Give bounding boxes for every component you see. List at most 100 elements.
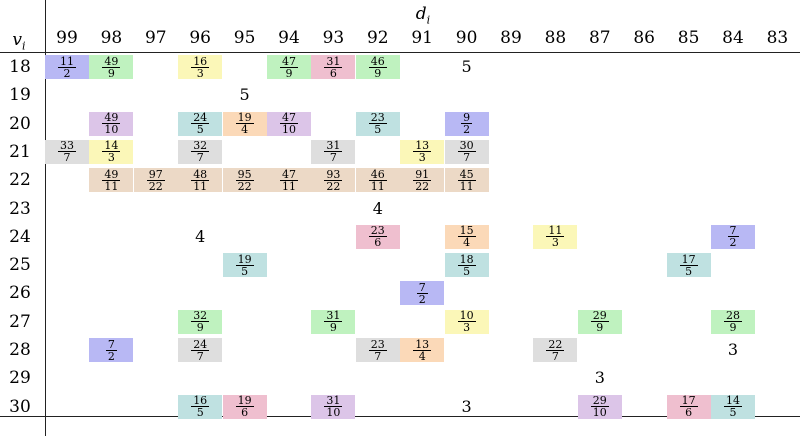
fraction-cell: 47 11 bbox=[267, 168, 311, 193]
fraction-cell: 32 7 bbox=[178, 139, 223, 164]
numerator: 49 bbox=[102, 54, 121, 68]
fraction: 31 7 bbox=[324, 140, 343, 163]
denominator: 10 bbox=[592, 406, 607, 420]
fraction-cell: 47 9 bbox=[267, 55, 311, 79]
numerator: 19 bbox=[235, 394, 254, 408]
value-text: 3 bbox=[594, 368, 605, 388]
denominator: 9 bbox=[285, 66, 293, 80]
numerator: 29 bbox=[590, 394, 609, 408]
numerator: 29 bbox=[590, 309, 609, 323]
denominator: 11 bbox=[104, 179, 119, 193]
column-header: 88 bbox=[544, 28, 567, 48]
fraction: 14 5 bbox=[724, 395, 742, 418]
fraction: 11 3 bbox=[546, 224, 565, 250]
fraction: 29 10 bbox=[590, 394, 609, 420]
fraction: 97 22 bbox=[146, 169, 165, 192]
numerator: 23 bbox=[368, 337, 387, 351]
row-label: 19 bbox=[9, 85, 31, 106]
fraction-cell: 11 2 bbox=[45, 55, 89, 79]
fraction-cell: 18 5 bbox=[444, 253, 489, 278]
fraction-cell: 19 5 bbox=[222, 253, 267, 278]
numerator: 7 bbox=[416, 280, 428, 294]
numerator: 10 bbox=[457, 309, 476, 323]
column-axis-label: di bbox=[415, 4, 431, 27]
fraction-cell: 14 3 bbox=[89, 139, 134, 165]
fraction: 22 7 bbox=[546, 339, 565, 362]
denominator: 2 bbox=[463, 123, 471, 137]
fraction: 30 7 bbox=[457, 140, 476, 163]
denominator: 6 bbox=[685, 406, 693, 420]
row-label: 24 bbox=[9, 226, 31, 247]
row-label: 30 bbox=[9, 396, 31, 417]
denominator: 5 bbox=[729, 406, 737, 420]
denominator: 7 bbox=[63, 151, 71, 165]
column-header: 91 bbox=[411, 28, 433, 48]
denominator: 22 bbox=[415, 179, 430, 193]
vertical-rule bbox=[45, 0, 46, 436]
fraction-cell: 95 22 bbox=[222, 168, 267, 193]
numerator: 9 bbox=[461, 111, 473, 125]
fraction: 24 7 bbox=[191, 339, 210, 362]
numerator: 33 bbox=[58, 139, 76, 153]
value-cell: 4 bbox=[356, 197, 400, 221]
value-cell: 3 bbox=[578, 366, 622, 390]
fraction-cell: 13 4 bbox=[400, 338, 445, 362]
numerator: 32 bbox=[191, 309, 210, 323]
fraction: 33 7 bbox=[58, 140, 76, 163]
denominator: 5 bbox=[241, 264, 249, 278]
fraction-cell: 17 6 bbox=[666, 394, 711, 420]
fraction-cell: 13 3 bbox=[400, 139, 445, 164]
numerator: 31 bbox=[324, 394, 343, 408]
denominator: 3 bbox=[107, 151, 115, 165]
fraction: 95 22 bbox=[235, 169, 254, 192]
numerator: 31 bbox=[324, 309, 343, 323]
denominator: 2 bbox=[729, 236, 737, 250]
numerator: 32 bbox=[191, 139, 210, 153]
denominator: 10 bbox=[326, 406, 341, 420]
fraction: 47 10 bbox=[280, 112, 298, 135]
column-header: 92 bbox=[366, 28, 389, 48]
numerator: 15 bbox=[457, 224, 476, 238]
denominator: 9 bbox=[329, 321, 337, 335]
fraction: 17 6 bbox=[679, 395, 698, 420]
fraction: 49 11 bbox=[102, 167, 121, 193]
numerator: 49 bbox=[102, 111, 121, 125]
numerator: 11 bbox=[546, 224, 565, 238]
numerator: 45 bbox=[457, 167, 476, 181]
header-rule bbox=[0, 52, 800, 53]
denominator: 4 bbox=[463, 236, 471, 250]
denominator: 11 bbox=[370, 179, 385, 193]
denominator: 5 bbox=[374, 123, 382, 137]
fraction-cell: 22 7 bbox=[533, 338, 578, 362]
denominator: 11 bbox=[459, 179, 474, 193]
fraction-cell: 15 4 bbox=[444, 224, 489, 250]
fraction: 91 22 bbox=[413, 169, 432, 193]
fraction: 23 5 bbox=[368, 112, 387, 137]
numerator: 46 bbox=[368, 167, 387, 181]
numerator: 23 bbox=[368, 224, 387, 238]
fraction: 10 3 bbox=[457, 309, 476, 333]
fraction: 31 6 bbox=[324, 56, 343, 79]
fraction-cell: 14 5 bbox=[711, 394, 755, 419]
numerator: 16 bbox=[191, 54, 210, 68]
numerator: 7 bbox=[105, 337, 117, 351]
column-header: 99 bbox=[56, 28, 78, 48]
column-header: 87 bbox=[588, 28, 611, 48]
numerator: 16 bbox=[191, 394, 210, 408]
denominator: 10 bbox=[282, 123, 296, 137]
row-label: 22 bbox=[9, 170, 31, 191]
row-label: 29 bbox=[9, 368, 31, 389]
denominator: 6 bbox=[241, 406, 249, 420]
numerator: 49 bbox=[102, 167, 121, 181]
denominator: 3 bbox=[551, 236, 559, 250]
fraction-cell: 19 6 bbox=[222, 394, 267, 420]
fraction: 32 9 bbox=[191, 309, 210, 333]
denominator: 7 bbox=[374, 349, 382, 363]
fraction-cell: 23 6 bbox=[355, 224, 400, 249]
fraction-cell: 16 5 bbox=[178, 394, 223, 419]
numerator: 13 bbox=[413, 139, 432, 153]
